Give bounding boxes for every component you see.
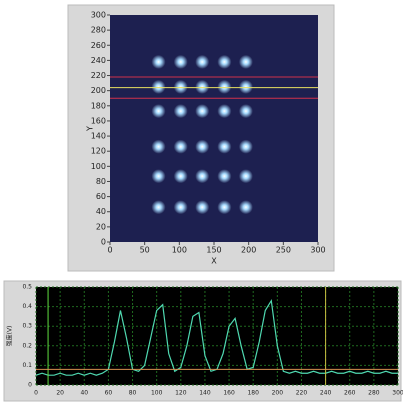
x-tick-label: 100 (151, 390, 163, 397)
spot (239, 104, 253, 118)
x-tick-label: 200 (272, 390, 284, 397)
x-tick-label: 180 (247, 390, 259, 397)
x-tick-label: 0 (34, 390, 38, 397)
y-axis-label: Y (86, 126, 95, 132)
spot (217, 80, 231, 94)
spot (174, 104, 188, 118)
x-tick-label: 260 (344, 390, 356, 397)
spot (152, 169, 166, 183)
x-tick-label: 40 (80, 390, 88, 397)
y-tick-label: 0.1 (22, 362, 32, 369)
spot (195, 140, 209, 154)
y-tick-label: 220 (91, 71, 106, 80)
x-tick-label: 0 (107, 246, 112, 255)
x-tick-label: 200 (241, 246, 256, 255)
y-tick-label: 260 (91, 41, 106, 50)
x-tick-label: 240 (320, 390, 332, 397)
spot (152, 104, 166, 118)
x-tick-label: 280 (368, 390, 380, 397)
spot (152, 80, 166, 94)
y-tick-label: 180 (91, 101, 106, 110)
y-axis-label: 强度(V) (6, 326, 14, 347)
y-tick-label: 300 (91, 11, 106, 20)
plot-area (110, 15, 318, 242)
y-tick-label: 60 (96, 192, 106, 201)
y-tick-label: 40 (96, 207, 106, 216)
spot (239, 169, 253, 183)
screen: 0501001502002503000204060801001201401601… (0, 0, 403, 405)
x-tick-label: 300 (392, 390, 403, 397)
x-tick-label: 150 (206, 246, 221, 255)
x-tick-label: 20 (56, 390, 64, 397)
x-axis-label: X (211, 257, 217, 266)
spot (217, 200, 231, 214)
x-tick-label: 300 (310, 246, 325, 255)
y-tick-label: 160 (91, 116, 106, 125)
spot (217, 55, 231, 69)
x-tick-label: 160 (223, 390, 235, 397)
spot (152, 200, 166, 214)
y-tick-label: 0.4 (22, 303, 32, 310)
spot (195, 80, 209, 94)
y-tick-label: 100 (91, 162, 106, 171)
spot (239, 80, 253, 94)
spot (174, 169, 188, 183)
spot (195, 169, 209, 183)
spot (152, 140, 166, 154)
spot (217, 169, 231, 183)
spot (174, 140, 188, 154)
y-tick-label: 0.5 (22, 284, 32, 291)
spot (174, 200, 188, 214)
y-tick-label: 0.2 (22, 342, 32, 349)
y-tick-label: 0.3 (22, 323, 32, 330)
spot (152, 55, 166, 69)
spot (174, 80, 188, 94)
spot (174, 55, 188, 69)
spot (195, 200, 209, 214)
spot (217, 104, 231, 118)
spot (195, 55, 209, 69)
spot (239, 200, 253, 214)
y-tick-label: 200 (91, 86, 106, 95)
x-tick-label: 250 (276, 246, 291, 255)
spot (217, 140, 231, 154)
y-tick-label: 80 (96, 177, 106, 186)
y-tick-label: 20 (96, 222, 106, 231)
y-tick-label: 280 (91, 26, 106, 35)
spot (195, 104, 209, 118)
y-tick-label: 120 (91, 147, 106, 156)
y-tick-label: 240 (91, 56, 106, 65)
x-tick-label: 80 (129, 390, 137, 397)
x-tick-label: 100 (172, 246, 187, 255)
spot (239, 140, 253, 154)
y-tick-label: 0 (28, 382, 32, 389)
x-tick-label: 120 (175, 390, 187, 397)
x-tick-label: 60 (105, 390, 113, 397)
x-tick-label: 140 (199, 390, 211, 397)
x-tick-label: 220 (296, 390, 308, 397)
y-tick-label: 0 (101, 238, 106, 247)
plot-area (36, 287, 398, 385)
spot (239, 55, 253, 69)
y-tick-label: 140 (91, 132, 106, 141)
x-tick-label: 50 (140, 246, 150, 255)
